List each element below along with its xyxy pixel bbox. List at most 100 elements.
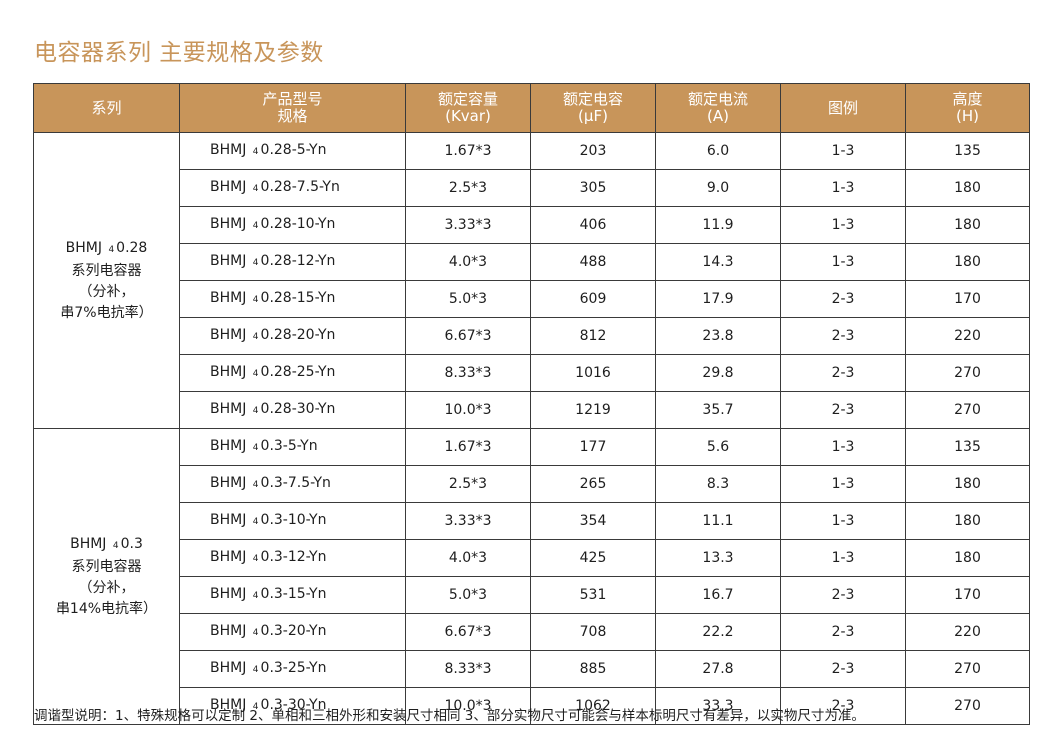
- capacity-cell: 8.33*3: [405, 650, 531, 688]
- height-cell: 135: [905, 132, 1030, 170]
- table-row: BHMJ 4 0.28-20-Yn 6.67*3 812 23.8 2-3 220: [34, 317, 1030, 355]
- capacitance-cell: 177: [530, 428, 656, 466]
- height-cell: 180: [905, 465, 1030, 503]
- capacitance-cell: 1062: [530, 687, 656, 725]
- figure-cell: 2-3: [780, 354, 906, 392]
- capacitance-cell: 885: [530, 650, 656, 688]
- model-cell: BHMJ 4 0.28-25-Yn: [179, 354, 406, 392]
- table-row: BHMJ 4 0.28-25-Yn 8.33*3 1016 29.8 2-3 270: [34, 354, 1030, 392]
- figure-cell: 2-3: [780, 317, 906, 355]
- model-cell: BHMJ 4 0.28-15-Yn: [179, 280, 406, 318]
- model-cell: BHMJ 4 0.28-7.5-Yn: [179, 169, 406, 207]
- height-cell: 180: [905, 243, 1030, 281]
- height-cell: 180: [905, 502, 1030, 540]
- table-row: BHMJ 4 0.3-20-Yn 6.67*3 708 22.2 2-3 220: [34, 613, 1030, 651]
- model-cell: BHMJ 4 0.3-10-Yn: [179, 502, 406, 540]
- table-row: BHMJ 4 0.3-10-Yn 3.33*3 354 11.1 1-3 180: [34, 502, 1030, 540]
- figure-cell: 2-3: [780, 687, 906, 725]
- model-cell: BHMJ 4 0.3-30-Yn: [179, 687, 406, 725]
- table-row: BHMJ 4 0.3-12-Yn 4.0*3 425 13.3 1-3 180: [34, 539, 1030, 577]
- height-cell: 180: [905, 169, 1030, 207]
- col-header-height: 高度 (H): [905, 83, 1030, 133]
- height-cell: 180: [905, 539, 1030, 577]
- capacity-cell: 3.33*3: [405, 502, 531, 540]
- height-cell: 170: [905, 576, 1030, 614]
- capacity-cell: 10.0*3: [405, 391, 531, 429]
- col-header-capacity: 额定容量 (Kvar): [405, 83, 531, 133]
- capacity-cell: 4.0*3: [405, 539, 531, 577]
- table-row: BHMJ 4 0.3-7.5-Yn 2.5*3 265 8.3 1-3 180: [34, 465, 1030, 503]
- capacity-cell: 2.5*3: [405, 465, 531, 503]
- height-cell: 270: [905, 391, 1030, 429]
- height-cell: 170: [905, 280, 1030, 318]
- table-row: BHMJ 4 0.28-7.5-Yn 2.5*3 305 9.0 1-3 180: [34, 169, 1030, 207]
- figure-cell: 1-3: [780, 428, 906, 466]
- model-cell: BHMJ 4 0.28-5-Yn: [179, 132, 406, 170]
- capacitance-cell: 708: [530, 613, 656, 651]
- capacitance-cell: 406: [530, 206, 656, 244]
- current-cell: 11.9: [655, 206, 781, 244]
- current-cell: 5.6: [655, 428, 781, 466]
- model-cell: BHMJ 4 0.3-7.5-Yn: [179, 465, 406, 503]
- table-body: BHMJ 4 0.28 系列电容器 （分补， 串7%电抗率） BHMJ 4 0.28-5-Y…: [33, 132, 1030, 725]
- current-cell: 27.8: [655, 650, 781, 688]
- figure-cell: 1-3: [780, 132, 906, 170]
- capacitance-cell: 531: [530, 576, 656, 614]
- capacitance-cell: 203: [530, 132, 656, 170]
- capacity-cell: 2.5*3: [405, 169, 531, 207]
- model-cell: BHMJ 4 0.3-5-Yn: [179, 428, 406, 466]
- model-cell: BHMJ 4 0.28-12-Yn: [179, 243, 406, 281]
- height-cell: 135: [905, 428, 1030, 466]
- height-cell: 220: [905, 317, 1030, 355]
- capacitance-cell: 609: [530, 280, 656, 318]
- figure-cell: 1-3: [780, 206, 906, 244]
- model-cell: BHMJ 4 0.3-25-Yn: [179, 650, 406, 688]
- current-cell: 35.7: [655, 391, 781, 429]
- model-cell: BHMJ 4 0.28-20-Yn: [179, 317, 406, 355]
- current-cell: 11.1: [655, 502, 781, 540]
- capacity-cell: 3.33*3: [405, 206, 531, 244]
- header-row: 系列 产品型号 规格 额定容量 (Kvar) 额定电容 (μF) 额定电流 (A) 图例…: [33, 83, 1030, 133]
- height-cell: 220: [905, 613, 1030, 651]
- figure-cell: 1-3: [780, 465, 906, 503]
- capacitance-cell: 354: [530, 502, 656, 540]
- model-cell: BHMJ 4 0.3-15-Yn: [179, 576, 406, 614]
- capacity-cell: 8.33*3: [405, 354, 531, 392]
- series-cell: BHMJ 4 0.3 系列电容器 （分补， 串14%电抗率）: [33, 428, 180, 725]
- capacitance-cell: 1219: [530, 391, 656, 429]
- capacity-cell: 1.67*3: [405, 428, 531, 466]
- page-title: 电容器系列 主要规格及参数: [34, 40, 324, 66]
- current-cell: 22.2: [655, 613, 781, 651]
- current-cell: 29.8: [655, 354, 781, 392]
- model-cell: BHMJ 4 0.28-30-Yn: [179, 391, 406, 429]
- current-cell: 33.3: [655, 687, 781, 725]
- table-row: BHMJ 4 0.3 系列电容器 （分补， 串14%电抗率） BHMJ 4 0.3-5-Yn…: [33, 428, 1030, 725]
- col-header-figure: 图例: [780, 83, 906, 133]
- current-cell: 14.3: [655, 243, 781, 281]
- capacitance-cell: 488: [530, 243, 656, 281]
- height-cell: 270: [905, 354, 1030, 392]
- table-row: BHMJ 4 0.3-25-Yn 8.33*3 885 27.8 2-3 270: [34, 650, 1030, 688]
- capacity-cell: 10.0*3: [405, 687, 531, 725]
- table-row: BHMJ 4 0.28-15-Yn 5.0*3 609 17.9 2-3 170: [34, 280, 1030, 318]
- footnote: 调谐型说明：1、特殊规格可以定制 2、单相和三相外形和安装尺寸相同 3、部分实物…: [34, 708, 865, 724]
- figure-cell: 1-3: [780, 539, 906, 577]
- table-row: BHMJ 4 0.28 系列电容器 （分补， 串7%电抗率） BHMJ 4 0.28-5-Y…: [33, 132, 1030, 429]
- table-row: BHMJ 4 0.28-10-Yn 3.33*3 406 11.9 1-3 180: [34, 206, 1030, 244]
- figure-cell: 2-3: [780, 280, 906, 318]
- height-cell: 180: [905, 206, 1030, 244]
- col-header-capacitance: 额定电容 (μF): [530, 83, 656, 133]
- model-cell: BHMJ 4 0.28-10-Yn: [179, 206, 406, 244]
- col-header-series: 系列: [33, 83, 180, 133]
- series-cell: BHMJ 4 0.28 系列电容器 （分补， 串7%电抗率）: [33, 132, 180, 429]
- capacity-cell: 1.67*3: [405, 132, 531, 170]
- col-header-spec: 产品型号 规格: [179, 83, 406, 133]
- figure-cell: 2-3: [780, 576, 906, 614]
- capacitance-cell: 425: [530, 539, 656, 577]
- capacitance-cell: 1016: [530, 354, 656, 392]
- capacity-cell: 6.67*3: [405, 613, 531, 651]
- capacity-cell: 4.0*3: [405, 243, 531, 281]
- table-row: BHMJ 4 0.28-30-Yn 10.0*3 1219 35.7 2-3 270: [34, 391, 1030, 429]
- capacitance-cell: 305: [530, 169, 656, 207]
- figure-cell: 2-3: [780, 391, 906, 429]
